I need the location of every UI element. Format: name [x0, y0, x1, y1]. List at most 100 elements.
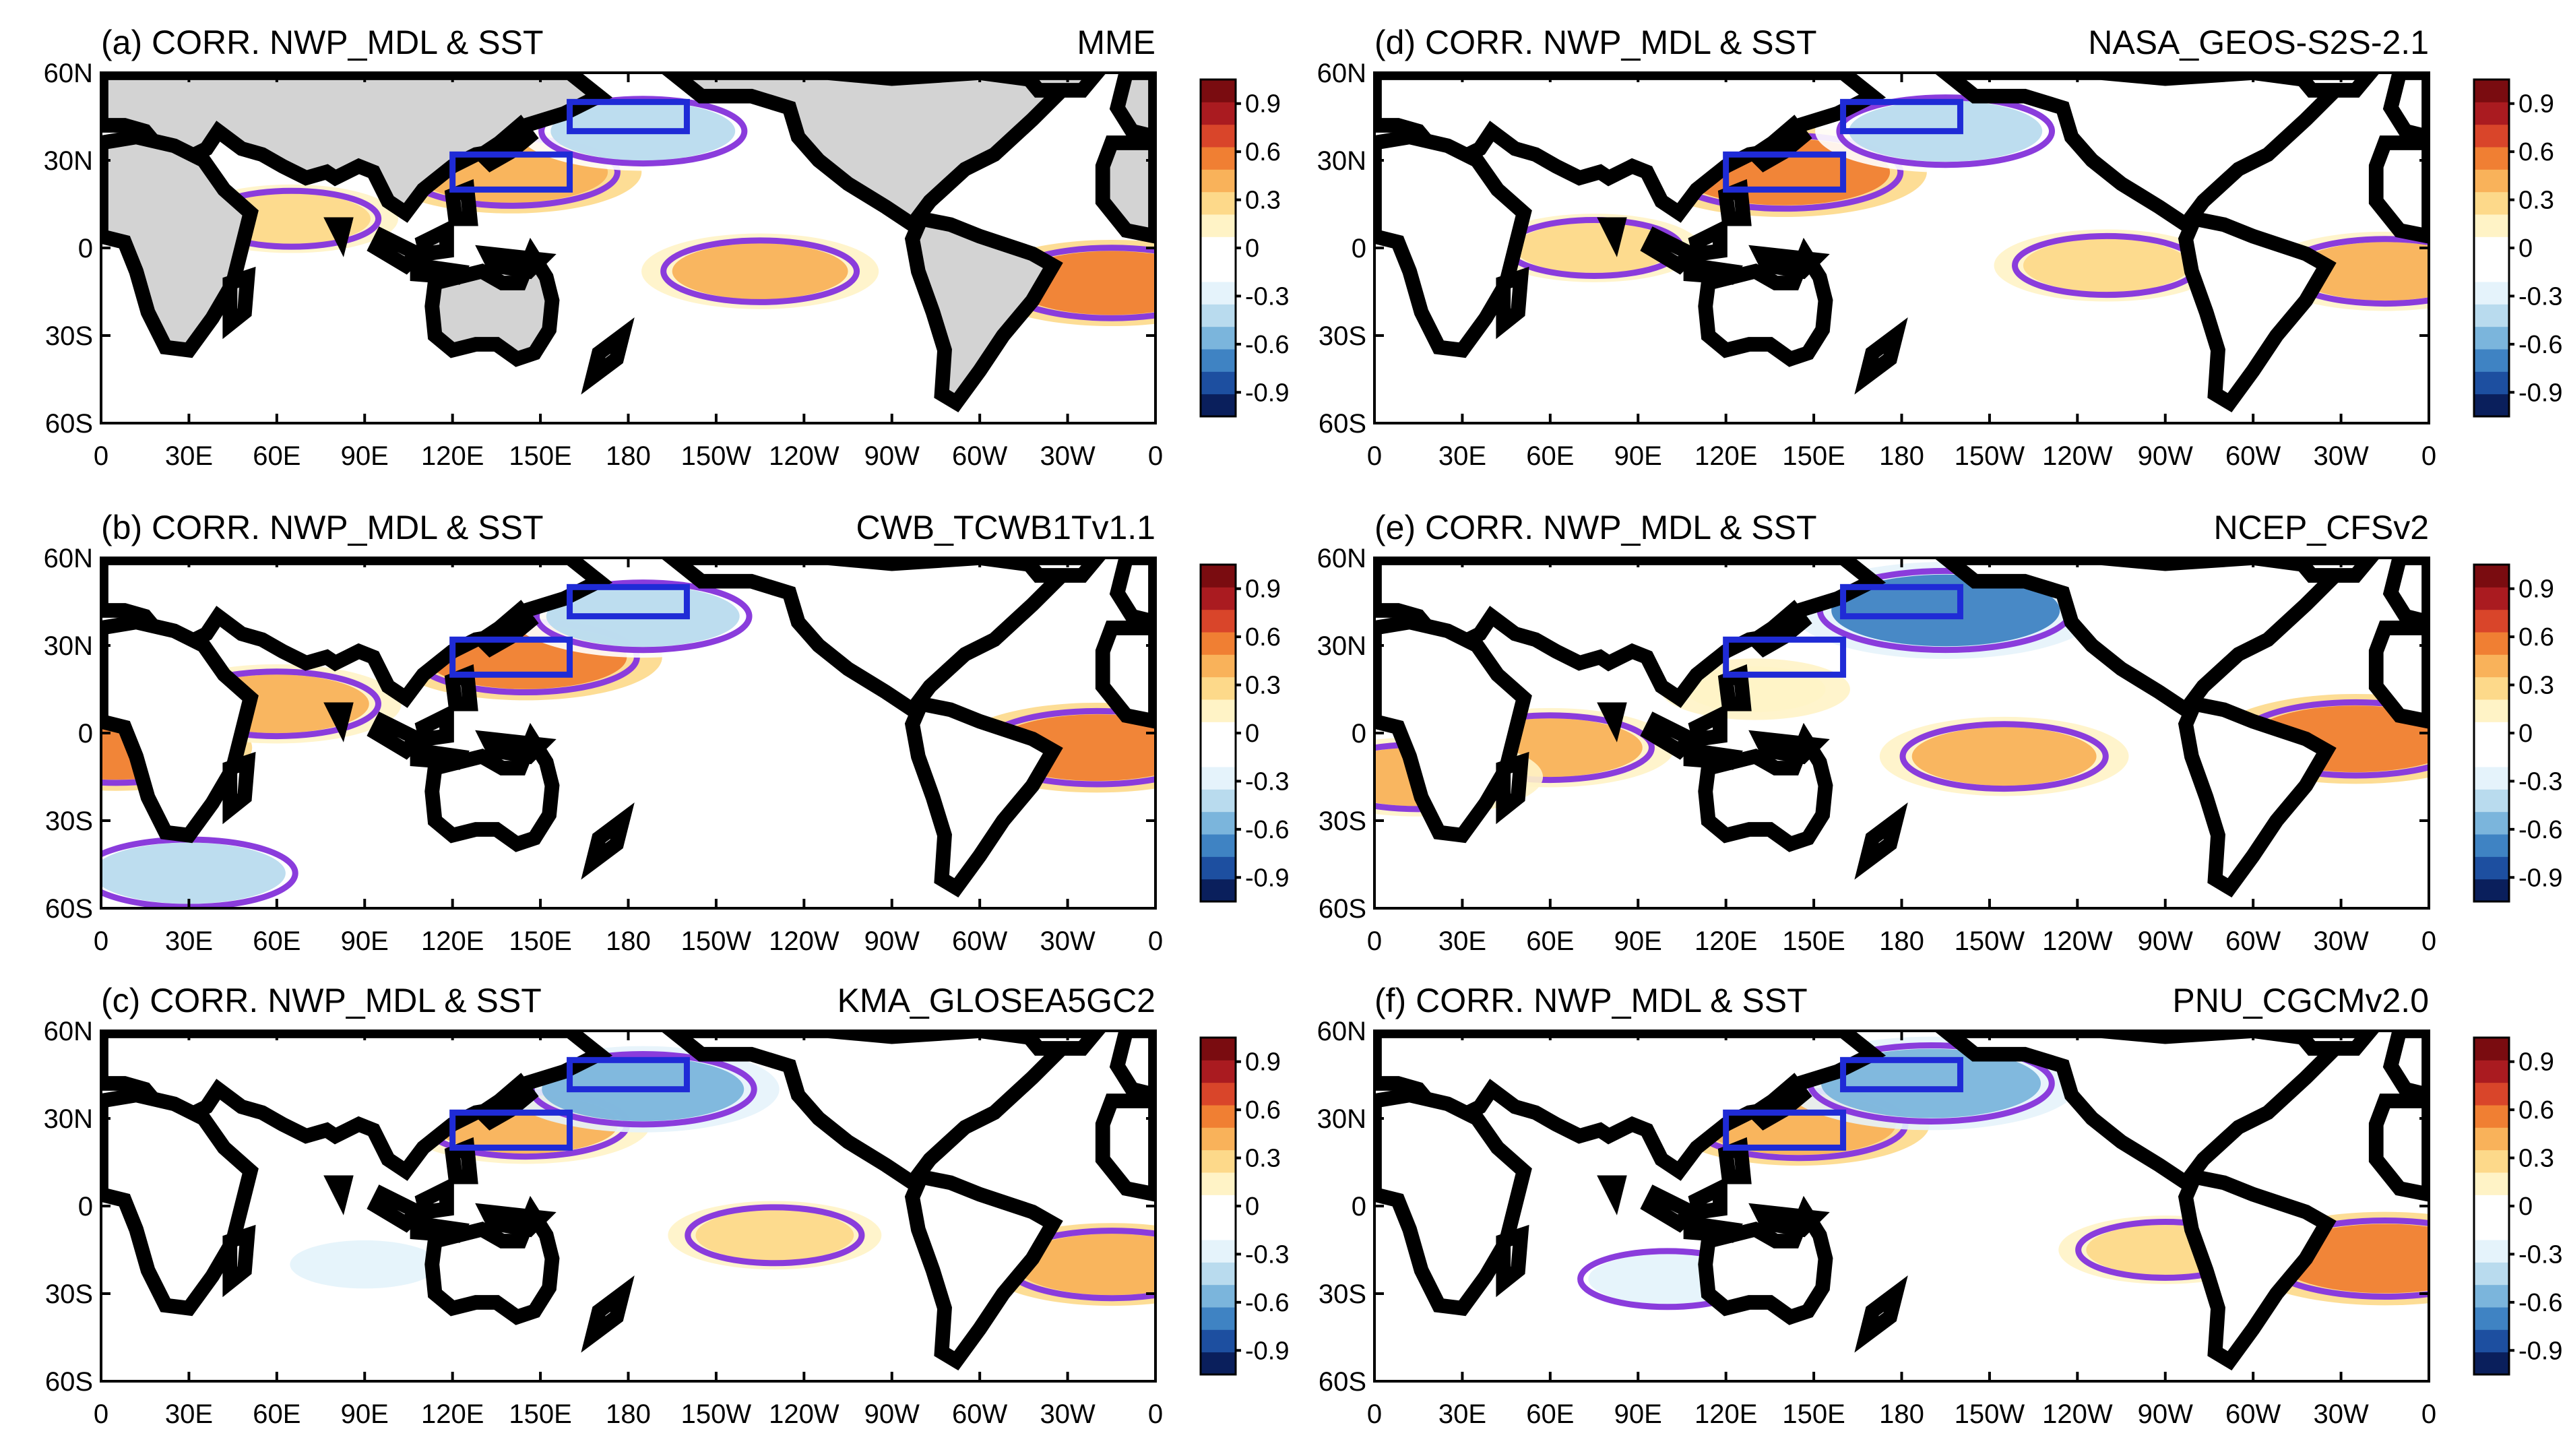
x-tick-label: 60W — [952, 926, 1007, 956]
colorbar-segment — [2474, 214, 2509, 237]
colorbar-tick-label: 0.9 — [2518, 575, 2554, 604]
x-tick-label: 150W — [1955, 1399, 2025, 1429]
colorbar: 0.9 0.6 0.3 0 -0.3 -0.6 -0.9 — [2473, 1036, 2562, 1376]
x-tick-label: 120W — [769, 441, 839, 471]
colorbar-segment — [1201, 654, 1236, 678]
colorbar-segment — [1201, 349, 1236, 372]
colorbar-segment — [2474, 699, 2509, 722]
y-tick-label: 60S — [1319, 1367, 1366, 1397]
y-tick-label: 30S — [45, 1279, 93, 1309]
colorbar-segment — [1201, 1149, 1236, 1173]
x-tick-label: 0 — [2421, 1399, 2436, 1429]
x-tick-label: 60W — [2225, 926, 2281, 956]
y-tick-label: 60N — [44, 1017, 93, 1046]
map-panel-a: (a) CORR. NWP_MDL & SST MME 0 30E 60E 90E 120E… — [44, 24, 1290, 471]
x-tick-label: 90W — [864, 926, 920, 956]
y-tick-label: 60S — [1319, 409, 1366, 439]
map-field — [1374, 1031, 2429, 1381]
colorbar-segment — [2474, 1038, 2509, 1061]
y-tick-label: 60N — [1317, 59, 1366, 88]
panel-model-name: NASA_GEOS-S2S-2.1 — [2088, 24, 2429, 61]
colorbar-segment — [2474, 1195, 2509, 1218]
y-tick-label: 0 — [1352, 719, 1366, 749]
colorbar-tick-label: -0.3 — [2518, 282, 2562, 311]
y-tick-label: 30N — [1317, 631, 1366, 661]
colorbar-segment — [1201, 856, 1236, 880]
anomaly-core — [101, 842, 286, 904]
colorbar-segment — [2474, 1329, 2509, 1353]
panel-title: (c) CORR. NWP_MDL & SST — [101, 982, 542, 1019]
colorbar-segment — [1201, 1307, 1236, 1330]
colorbar-tick-label: 0 — [1245, 1193, 1259, 1221]
colorbar-tick-label: 0.9 — [1245, 90, 1281, 119]
colorbar-segment — [1201, 393, 1236, 417]
colorbar-tick-label: 0.3 — [1245, 1145, 1281, 1173]
anomaly-core — [695, 1209, 854, 1261]
colorbar-segment — [2474, 371, 2509, 395]
x-tick-label: 120W — [769, 1399, 839, 1429]
colorbar-segment — [2474, 169, 2509, 193]
y-tick-label: 60N — [44, 59, 93, 88]
y-tick-label: 0 — [78, 1192, 93, 1222]
colorbar-segment — [1201, 169, 1236, 193]
colorbar-segment — [1201, 1240, 1236, 1263]
panel-model-name: MME — [1077, 24, 1155, 61]
colorbar-segment — [2474, 236, 2509, 260]
x-tick-label: 30E — [1438, 926, 1486, 956]
colorbar-segment — [1201, 102, 1236, 125]
colorbar-segment — [2474, 767, 2509, 790]
panel-title: (f) CORR. NWP_MDL & SST — [1374, 982, 1808, 1019]
colorbar-segment — [1201, 371, 1236, 395]
panel-model-name: KMA_GLOSEA5GC2 — [837, 982, 1155, 1019]
x-tick-label: 90E — [1614, 926, 1662, 956]
x-tick-label: 150E — [509, 441, 571, 471]
colorbar-segment — [2474, 722, 2509, 745]
x-tick-label: 180 — [606, 926, 651, 956]
colorbar-segment — [1201, 236, 1236, 260]
region-box — [567, 583, 690, 620]
colorbar-tick-label: 0 — [2518, 234, 2533, 263]
x-tick-label: 60E — [253, 1399, 300, 1429]
x-tick-label: 120W — [769, 926, 839, 956]
significance-contour — [660, 237, 860, 305]
x-tick-label: 90W — [2138, 926, 2193, 956]
x-tick-label: 0 — [94, 441, 108, 471]
colorbar-tick-label: -0.6 — [1245, 1289, 1289, 1317]
colorbar-segment — [1201, 565, 1236, 588]
colorbar-tick-label: -0.6 — [1245, 331, 1289, 359]
colorbar-segment — [1201, 811, 1236, 835]
y-tick-label: 0 — [78, 234, 93, 263]
map-field — [101, 1031, 1155, 1381]
colorbar-tick-label: -0.6 — [2518, 816, 2562, 844]
x-tick-label: 0 — [94, 1399, 108, 1429]
colorbar-segment — [1201, 282, 1236, 305]
colorbar-tick-label: 0.9 — [2518, 1048, 2554, 1077]
significance-contour — [685, 1204, 865, 1267]
colorbar-segment — [1201, 191, 1236, 215]
region-box — [449, 1109, 573, 1151]
colorbar-tick-label: -0.9 — [1245, 1337, 1289, 1365]
x-tick-label: 90E — [341, 441, 389, 471]
panel-model-name: CWB_TCWB1Tv1.1 — [856, 509, 1155, 546]
colorbar-segment — [2474, 191, 2509, 215]
x-tick-label: 0 — [1367, 926, 1382, 956]
colorbar-segment — [1201, 1060, 1236, 1083]
panel-model-name: NCEP_CFSv2 — [2213, 509, 2429, 546]
colorbar-segment — [2474, 811, 2509, 835]
colorbar-segment — [1201, 1105, 1236, 1128]
x-tick-label: 30W — [1040, 441, 1095, 471]
region-box — [1723, 1109, 1847, 1151]
y-tick-label: 60N — [1317, 544, 1366, 573]
x-tick-label: 120W — [2042, 441, 2113, 471]
x-tick-label: 90E — [1614, 1399, 1662, 1429]
x-tick-label: 0 — [1367, 441, 1382, 471]
x-tick-label: 150E — [1782, 926, 1845, 956]
anomaly-core — [672, 243, 848, 300]
map-panel-b: (b) CORR. NWP_MDL & SST CWB_TCWB1Tv1.1 0 30… — [44, 509, 1290, 956]
x-tick-label: 120E — [1694, 926, 1757, 956]
colorbar-tick-label: -0.3 — [1245, 767, 1289, 796]
colorbar-segment — [1201, 1038, 1236, 1061]
colorbar-segment — [1201, 587, 1236, 610]
colorbar-segment — [2474, 326, 2509, 350]
y-tick-label: 30N — [1317, 1104, 1366, 1134]
